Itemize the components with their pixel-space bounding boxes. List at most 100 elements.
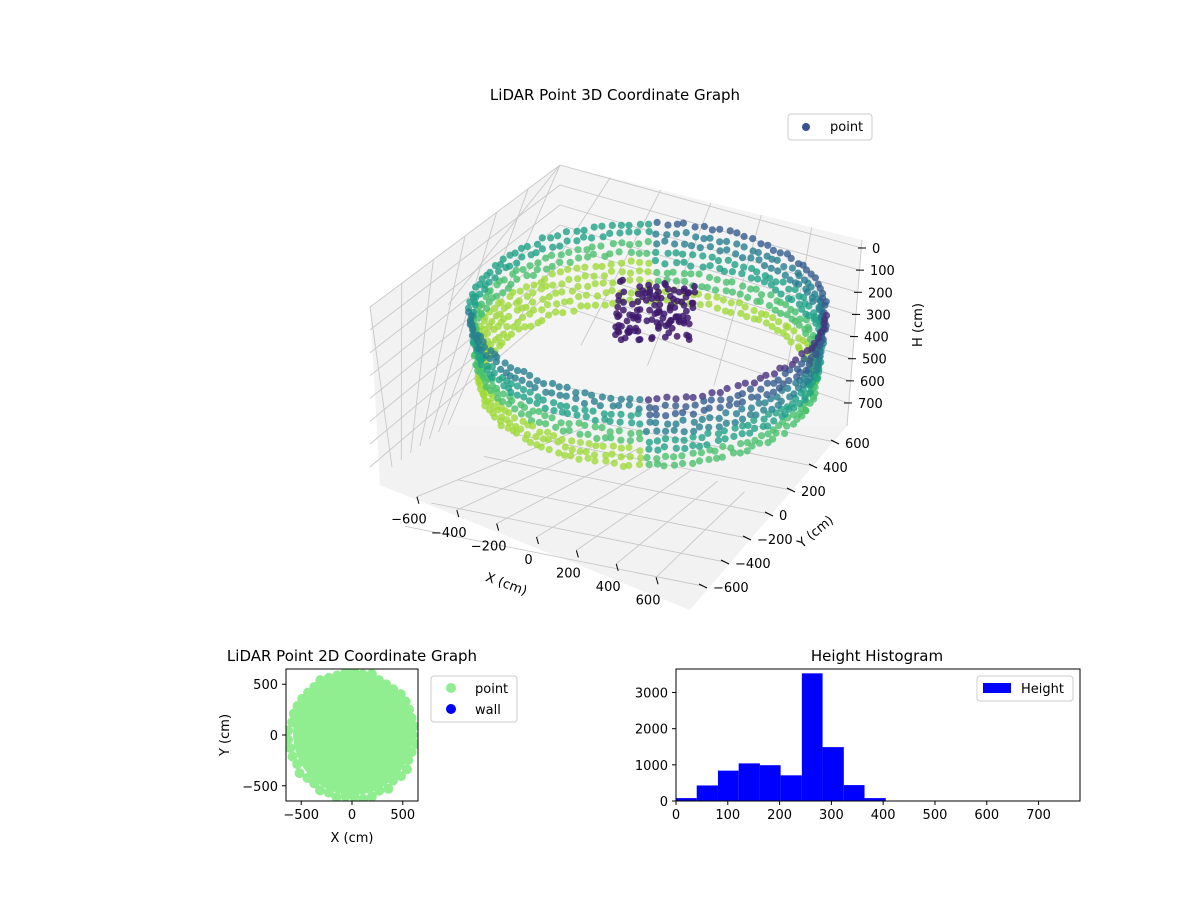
z-tick-label-3d: 700 <box>858 397 883 412</box>
point-3d <box>591 416 599 425</box>
point-3d <box>758 432 766 440</box>
point-3d <box>518 376 526 384</box>
legend-2d-label-wall: wall <box>475 703 501 718</box>
point-3d <box>626 437 635 445</box>
point-2d <box>309 778 320 789</box>
point-3d <box>570 307 578 315</box>
point-2d <box>373 675 384 686</box>
grid-3d <box>369 164 863 587</box>
point-3d <box>773 326 782 334</box>
point-3d <box>764 439 772 447</box>
point-3d <box>580 226 588 234</box>
point-3d <box>661 333 669 341</box>
point-3d <box>617 395 625 403</box>
point-3d <box>564 265 572 273</box>
point-3d <box>747 404 756 412</box>
point-3d <box>513 367 522 375</box>
point-3d <box>755 316 763 324</box>
point-3d <box>678 452 686 460</box>
y-axis-label-3d: Y (cm) <box>794 513 837 552</box>
point-3d <box>700 397 708 405</box>
point-3d <box>706 446 714 454</box>
point-3d <box>700 222 709 231</box>
point-3d <box>714 257 723 265</box>
point-3d <box>499 398 507 406</box>
point-3d <box>511 374 519 382</box>
point-3d <box>783 311 791 319</box>
point-3d <box>807 353 816 361</box>
point-3d <box>680 317 688 325</box>
point-3d <box>652 230 660 238</box>
point-3d <box>585 440 593 448</box>
point-3d <box>661 401 669 409</box>
point-3d <box>521 323 529 331</box>
point-3d <box>653 455 661 463</box>
point-3d <box>526 388 534 396</box>
point-3d <box>653 268 661 277</box>
point-3d <box>795 272 803 280</box>
point-3d <box>643 317 651 325</box>
point-3d <box>705 423 713 431</box>
x-tick-3d <box>416 496 420 504</box>
histogram-bar <box>717 770 739 801</box>
point-3d <box>573 227 581 235</box>
point-3d <box>582 413 590 421</box>
point-3d <box>559 309 567 317</box>
point-3d <box>734 382 742 390</box>
point-3d <box>591 280 599 288</box>
point-3d <box>526 371 534 380</box>
point-3d <box>761 399 769 407</box>
point-3d <box>814 358 822 366</box>
histogram-bars <box>676 673 1075 801</box>
histogram-bar <box>738 763 760 801</box>
point-3d <box>746 429 754 437</box>
y-tick-label-3d: −200 <box>757 533 793 548</box>
point-3d <box>494 299 503 307</box>
point-3d <box>664 221 672 229</box>
point-2d <box>349 669 360 677</box>
point-3d <box>580 233 588 241</box>
point-3d <box>663 231 671 239</box>
legend-3d-label-point: point <box>830 120 863 135</box>
point-3d <box>565 275 573 284</box>
point-3d <box>738 398 747 406</box>
point-3d <box>601 301 609 309</box>
point-3d <box>705 273 714 282</box>
point-3d <box>754 248 762 257</box>
histogram-x-tick-label: 100 <box>715 808 740 823</box>
point-3d <box>755 256 763 264</box>
point-3d <box>593 292 602 300</box>
point-3d <box>773 256 781 264</box>
point-3d <box>574 246 582 254</box>
point-3d <box>667 292 674 300</box>
point-2d <box>407 730 418 740</box>
point-3d <box>662 281 669 289</box>
histogram-x-tick-label: 300 <box>819 808 844 823</box>
point-3d <box>644 238 652 246</box>
point-3d <box>625 443 633 452</box>
point-3d <box>592 263 600 271</box>
point-3d <box>591 457 599 465</box>
point-3d <box>558 436 566 444</box>
point-3d <box>754 393 762 401</box>
point-3d <box>680 428 688 436</box>
point-3d <box>704 429 712 437</box>
point-3d <box>736 290 744 298</box>
point-3d <box>516 287 524 295</box>
point-3d <box>747 254 755 262</box>
point-3d <box>790 327 798 335</box>
point-3d <box>660 310 668 318</box>
point-3d <box>533 266 541 274</box>
point-3d <box>550 407 558 415</box>
point-3d <box>558 280 566 288</box>
y-tick-label-2d: 500 <box>253 678 278 693</box>
point-3d <box>575 293 583 301</box>
chart-2d-title: LiDAR Point 2D Coordinate Graph <box>227 647 477 665</box>
point-3d <box>766 274 774 282</box>
point-3d <box>527 322 535 330</box>
point-3d <box>537 285 546 293</box>
point-3d <box>764 430 772 438</box>
point-3d <box>655 288 662 296</box>
point-3d <box>615 427 623 435</box>
x-tick-label-3d: 200 <box>556 566 581 581</box>
